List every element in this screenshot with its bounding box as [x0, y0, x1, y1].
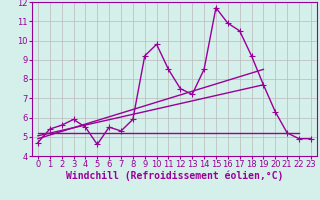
X-axis label: Windchill (Refroidissement éolien,°C): Windchill (Refroidissement éolien,°C) [66, 171, 283, 181]
